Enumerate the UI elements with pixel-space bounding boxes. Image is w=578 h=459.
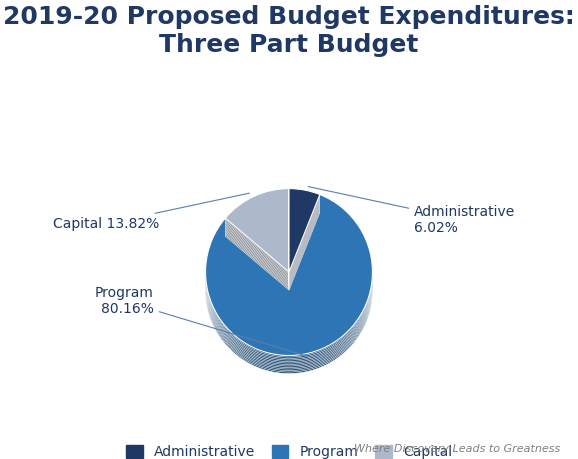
Wedge shape — [206, 201, 372, 362]
Wedge shape — [206, 205, 372, 366]
Wedge shape — [206, 199, 372, 360]
Wedge shape — [225, 207, 289, 290]
Wedge shape — [289, 198, 320, 281]
Text: Where Discovery Leads to Greatness: Where Discovery Leads to Greatness — [354, 444, 561, 454]
Wedge shape — [225, 204, 289, 287]
Wedge shape — [206, 213, 372, 374]
Wedge shape — [206, 211, 372, 372]
Wedge shape — [206, 196, 372, 357]
Wedge shape — [289, 201, 320, 284]
Legend: Administrative, Program, Capital: Administrative, Program, Capital — [120, 440, 458, 459]
Wedge shape — [289, 204, 320, 287]
Wedge shape — [206, 203, 372, 364]
Wedge shape — [289, 193, 320, 277]
Wedge shape — [289, 190, 320, 274]
Wedge shape — [225, 196, 289, 280]
Wedge shape — [206, 195, 372, 356]
Wedge shape — [206, 208, 372, 369]
Wedge shape — [289, 189, 320, 272]
Wedge shape — [289, 195, 320, 278]
Text: 2019-20 Proposed Budget Expenditures:
Three Part Budget: 2019-20 Proposed Budget Expenditures: Th… — [3, 5, 575, 57]
Wedge shape — [225, 190, 289, 274]
Wedge shape — [225, 191, 289, 275]
Wedge shape — [225, 201, 289, 284]
Wedge shape — [289, 199, 320, 283]
Text: Program
80.16%: Program 80.16% — [95, 286, 307, 356]
Wedge shape — [225, 202, 289, 285]
Wedge shape — [206, 202, 372, 363]
Wedge shape — [225, 193, 289, 277]
Wedge shape — [206, 197, 372, 358]
Wedge shape — [225, 199, 289, 283]
Text: Administrative
6.02%: Administrative 6.02% — [308, 186, 516, 235]
Wedge shape — [289, 207, 320, 290]
Wedge shape — [289, 202, 320, 285]
Wedge shape — [289, 191, 320, 275]
Wedge shape — [225, 205, 289, 289]
Wedge shape — [289, 205, 320, 289]
Wedge shape — [206, 207, 372, 368]
Wedge shape — [225, 198, 289, 281]
Wedge shape — [206, 209, 372, 370]
Wedge shape — [289, 196, 320, 280]
Wedge shape — [225, 195, 289, 278]
Text: Capital 13.82%: Capital 13.82% — [53, 193, 250, 231]
Wedge shape — [225, 189, 289, 272]
